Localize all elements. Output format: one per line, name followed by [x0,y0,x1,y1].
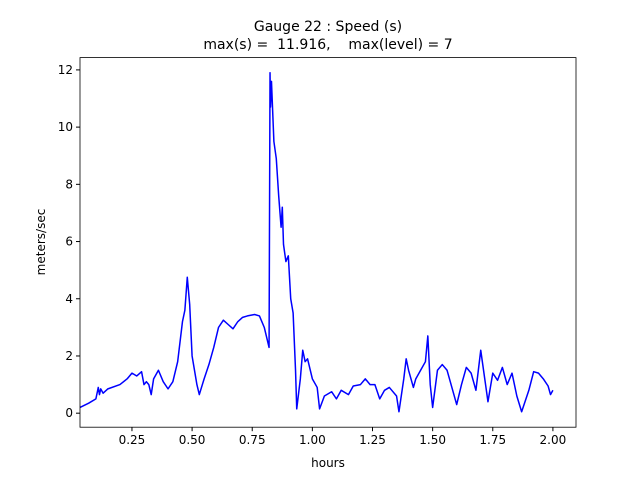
y-axis-label: meters/sec [34,209,48,276]
x-tick-label: 1.75 [479,433,506,447]
y-tick-label: 12 [58,63,73,77]
y-tick-label: 4 [65,292,73,306]
y-tick-label: 2 [65,349,73,363]
chart-subtitle: max(s) = 11.916, max(level) = 7 [203,37,452,53]
x-tick-label: 1.50 [419,433,446,447]
y-tick-label: 8 [65,177,73,191]
x-tick-label: 1.25 [359,433,386,447]
y-tick-label: 10 [58,120,73,134]
x-tick-label: 0.75 [239,433,266,447]
plot-frame [79,57,577,428]
x-tick-label: 0.25 [119,433,146,447]
x-tick-label: 2.00 [540,433,567,447]
y-tick-label: 6 [65,235,73,249]
x-tick-label: 1.00 [299,433,326,447]
x-tick-label: 0.50 [179,433,206,447]
line-series [79,72,554,413]
y-tick-label: 0 [65,406,73,420]
x-axis-label: hours [311,456,345,470]
chart-title: Gauge 22 : Speed (s) [254,19,402,35]
